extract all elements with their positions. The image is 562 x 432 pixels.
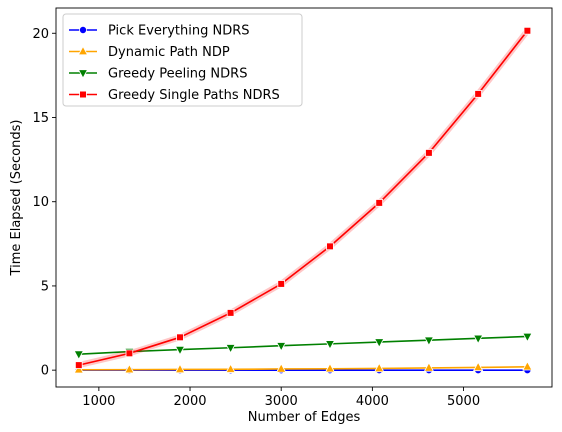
y-tick-label: 10 — [32, 195, 49, 210]
x-tick-label: 2000 — [173, 394, 206, 409]
data-point — [425, 149, 433, 157]
data-point — [276, 363, 287, 373]
data-point — [472, 334, 484, 345]
data-point — [523, 26, 532, 35]
plot-frame — [55, 7, 553, 388]
series-3 — [73, 332, 533, 360]
data-point — [174, 345, 186, 356]
series-line — [78, 335, 528, 355]
data-point — [374, 338, 385, 348]
data-point — [225, 363, 236, 373]
legend-entry: Greedy Peeling NDRS — [69, 67, 247, 82]
legend-label: Dynamic Path NDP — [108, 45, 230, 60]
x-axis-label: Number of Edges — [248, 410, 361, 425]
data-point — [324, 340, 336, 350]
series-line — [78, 30, 529, 366]
y-axis-label: Time Elapsed (Seconds) — [9, 120, 24, 277]
x-tick-label: 4000 — [356, 394, 389, 409]
y-tick-label: 20 — [32, 27, 49, 42]
y-tick-label: 15 — [32, 111, 49, 126]
data-point — [176, 333, 184, 342]
series-layer — [73, 26, 533, 375]
data-point — [472, 361, 484, 372]
x-tick-label: 5000 — [447, 394, 480, 409]
x-axis: 1000 2000 3000 4000 5000 — [82, 387, 480, 409]
data-point — [225, 344, 236, 354]
data-point — [276, 342, 287, 352]
series-line — [78, 365, 528, 371]
x-tick-label: 1000 — [82, 394, 115, 409]
data-point — [474, 90, 482, 98]
data-point — [324, 362, 336, 373]
data-point — [375, 199, 384, 207]
x-tick-label: 3000 — [265, 394, 298, 409]
data-point — [73, 363, 84, 374]
series-2 — [73, 360, 533, 374]
legend-label: Greedy Single Paths NDRS — [108, 88, 280, 103]
data-point — [423, 336, 435, 347]
legend-label: Pick Everything NDRS — [108, 24, 250, 39]
legend-entry: Greedy Single Paths NDRS — [69, 88, 280, 103]
data-point — [125, 349, 134, 358]
data-point — [174, 363, 186, 374]
legend-entry: Pick Everything NDRS — [69, 24, 250, 39]
y-axis: 0 5 10 15 20 — [32, 27, 56, 379]
data-point — [374, 362, 385, 373]
data-point — [226, 309, 235, 317]
plot-border — [55, 7, 553, 388]
series-4 — [74, 26, 532, 369]
legend-marker — [79, 90, 87, 99]
y-tick-label: 0 — [41, 364, 49, 379]
legend-marker — [79, 25, 88, 34]
legend-box — [62, 13, 303, 107]
legend-label: Greedy Peeling NDRS — [108, 67, 247, 82]
data-point — [423, 362, 435, 372]
data-point — [522, 360, 533, 371]
data-point — [522, 332, 533, 343]
data-point — [124, 363, 135, 374]
y-tick-label: 5 — [41, 279, 49, 294]
data-point — [326, 242, 334, 251]
legend: Pick Everything NDRS Dynamic Path NDP Gree… — [62, 13, 303, 107]
legend-marker — [77, 45, 89, 56]
legend-entry: Dynamic Path NDP — [69, 45, 230, 60]
legend-marker — [77, 69, 89, 79]
data-point — [277, 280, 286, 288]
data-point — [73, 350, 84, 360]
data-point — [74, 361, 83, 369]
